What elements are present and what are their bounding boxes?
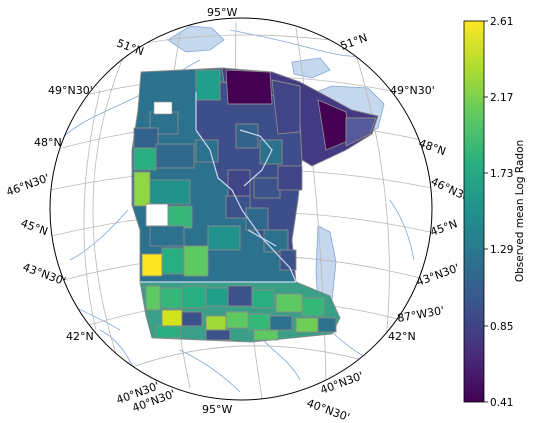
globe-outline <box>49 17 433 401</box>
lat-label-4930n-right: 49°N30' <box>390 84 435 97</box>
colorbar-tick-label: 0.85 <box>490 321 513 333</box>
colorbar-tick-label: 0.41 <box>490 397 513 409</box>
lon-label-95w-bottom: 95°W <box>202 403 232 416</box>
lon-label-8730w: 87°W30' <box>396 304 445 325</box>
lat-label-51n-right: 51°N <box>339 31 370 53</box>
lat-label-4630n-left: 46°N30' <box>5 171 51 199</box>
lat-label-45n-right: 45°N <box>429 217 460 239</box>
lat-label-4330n-left: 43°N30' <box>21 261 67 289</box>
lat-label-51n-left: 51°N <box>115 37 146 59</box>
lat-label-48n-left: 48°N <box>34 136 62 149</box>
colorbar-tick-label: 2.61 <box>490 16 513 28</box>
colorbar-tick-label: 2.17 <box>490 92 513 104</box>
county-mid-1 <box>271 79 301 135</box>
lat-label-4330n-right: 43°N30' <box>415 261 461 289</box>
counties <box>131 67 379 343</box>
lat-label-45n-left: 45°N <box>19 217 50 239</box>
lon-label-95w-top: 95°W <box>207 6 237 19</box>
lat-label-42n-right: 42°N <box>388 330 416 343</box>
colorbar: 2.61 2.17 1.73 1.29 0.85 0.41 Observed m… <box>463 16 526 409</box>
missing-county-1 <box>153 101 173 115</box>
county-dark-1 <box>225 69 273 105</box>
colorbar-label: Observed mean Log Radon <box>514 140 526 282</box>
county-mid-2 <box>345 117 377 147</box>
lat-label-4930n-left: 49°N30' <box>48 84 93 97</box>
lat-label-48n-right: 48°N <box>417 137 448 159</box>
lake-nipigon <box>291 57 331 79</box>
colorbar-tick-label: 1.29 <box>490 244 513 256</box>
colorbar-gradient <box>463 20 485 403</box>
lake-winnipeg <box>167 25 225 53</box>
globe-content <box>50 21 432 399</box>
colorbar-ticks <box>484 20 488 403</box>
lat-label-42n-left: 42°N <box>66 330 94 343</box>
colorbar-tick-label: 1.73 <box>490 168 513 180</box>
state-borders <box>140 92 297 283</box>
lat-label-4030n-bottom-right-2: 40°N30' <box>305 397 351 423</box>
